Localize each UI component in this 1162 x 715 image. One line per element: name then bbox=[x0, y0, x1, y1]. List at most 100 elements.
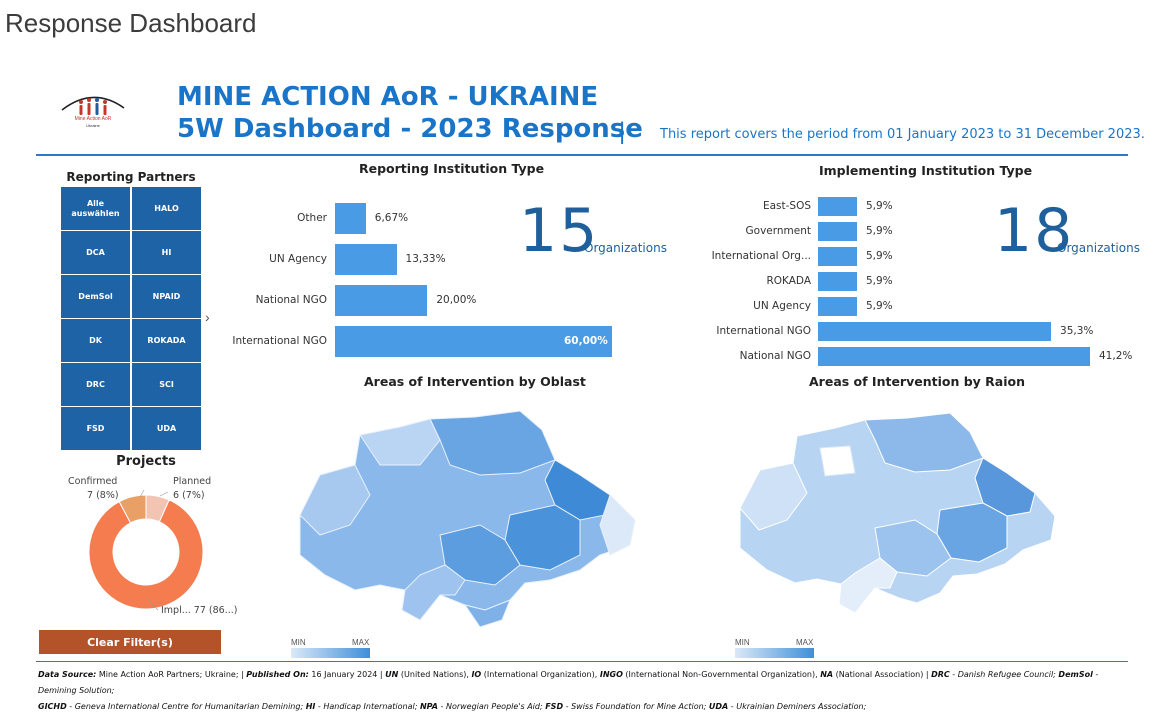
footer-term: UN bbox=[385, 670, 399, 679]
implementing-kpi-number: 18 bbox=[994, 196, 1075, 266]
footer-term: FSD bbox=[545, 702, 564, 711]
bar[interactable] bbox=[335, 285, 428, 316]
footer-term: NPA bbox=[419, 702, 438, 711]
footer-text: 16 January 2024 | bbox=[308, 670, 386, 679]
donut-slice-implemented[interactable] bbox=[88, 499, 204, 610]
implementing-institution-bar-chart: East-SOS 5,9% Government 5,9% International … bbox=[700, 195, 1150, 375]
oblast-map-title: Areas of Intervention by Oblast bbox=[364, 374, 586, 389]
oblast-legend-min: MIN bbox=[291, 638, 306, 647]
footer-text: - Handicap International; bbox=[315, 702, 420, 711]
partner-tile-halo[interactable]: HALO bbox=[132, 187, 201, 230]
bar-value-label: 6,67% bbox=[374, 212, 409, 224]
partner-tile-alle-ausw-hlen[interactable]: Alle auswählen bbox=[61, 187, 130, 230]
dashboard-title: MINE ACTION AoR - UKRAINE bbox=[177, 82, 599, 112]
bar-value-label: 35,3% bbox=[1060, 325, 1094, 337]
partner-tile-hi[interactable]: HI bbox=[132, 231, 201, 274]
bar-value-label: 41,2% bbox=[1099, 350, 1133, 362]
bar[interactable] bbox=[818, 247, 857, 266]
bar[interactable] bbox=[818, 222, 857, 241]
bar-value-label: 13,33% bbox=[405, 253, 446, 265]
oblast-legend-max: MAX bbox=[352, 638, 370, 647]
projects-donut-chart bbox=[88, 489, 204, 611]
bar-category-label: East-SOS bbox=[762, 200, 811, 212]
partner-tile-fsd[interactable]: FSD bbox=[61, 407, 130, 450]
bar-value-label: 20,00% bbox=[436, 294, 477, 306]
bar-value-label: 5,9% bbox=[865, 300, 893, 312]
reporting-institution-bar-chart: Other 6,67% UN Agency 13,33% National NGO 20,… bbox=[220, 195, 640, 365]
page-title: Response Dashboard bbox=[5, 8, 257, 38]
implementing-kpi-label: Organizations bbox=[1057, 241, 1140, 255]
bar[interactable] bbox=[818, 197, 857, 216]
partner-tile-demsol[interactable]: DemSol bbox=[61, 275, 130, 318]
raion-map-title: Areas of Intervention by Raion bbox=[809, 374, 1025, 389]
footer-text: - Geneva International Centre for Humani… bbox=[66, 702, 306, 711]
bar-category-label: National NGO bbox=[739, 350, 811, 362]
donut-slice-confirmed[interactable] bbox=[118, 494, 147, 524]
partner-tile-sci[interactable]: SCI bbox=[132, 363, 201, 406]
footer-text: (International Non-Governmental Organiza… bbox=[622, 670, 821, 679]
donut-label-confirmed: Confirmed bbox=[68, 476, 118, 487]
footer-text: - Swiss Foundation for Mine Action; bbox=[563, 702, 709, 711]
bar-category-label: International NGO bbox=[716, 325, 811, 337]
footer-term: IO bbox=[471, 670, 482, 679]
footer-text: (National Association) | bbox=[833, 670, 932, 679]
partner-tile-dca[interactable]: DCA bbox=[61, 231, 130, 274]
footer-term: HI bbox=[305, 702, 316, 711]
footer-line-2: GICHD - Geneva International Centre for … bbox=[38, 699, 1138, 715]
partner-tile-dk[interactable]: DK bbox=[61, 319, 130, 362]
footer-text: Mine Action AoR Partners; Ukraine; | bbox=[96, 670, 247, 679]
footer-text: - Danish Refugee Council; bbox=[949, 670, 1059, 679]
bar-value-label: 5,9% bbox=[865, 225, 893, 237]
footer-term: Data Source: bbox=[38, 670, 97, 679]
bar-category-label: International NGO bbox=[232, 335, 327, 347]
partner-tile-rokada[interactable]: ROKADA bbox=[132, 319, 201, 362]
footer-term: Published On: bbox=[246, 670, 309, 679]
partner-tile-npaid[interactable]: NPAID bbox=[132, 275, 201, 318]
bar-category-label: International Org... bbox=[711, 250, 811, 262]
partner-tile-drc[interactable]: DRC bbox=[61, 363, 130, 406]
bar[interactable] bbox=[818, 297, 857, 316]
footer-term: DemSol bbox=[1058, 670, 1093, 679]
header-divider bbox=[36, 154, 1128, 156]
footer-text: (International Organization), bbox=[481, 670, 600, 679]
donut-label-implemented: Impl... 77 (86...) bbox=[161, 605, 238, 616]
footer-term: UDA bbox=[708, 702, 729, 711]
bar[interactable] bbox=[335, 326, 612, 357]
footer-term: GICHD bbox=[38, 702, 67, 711]
footer-term: NA bbox=[820, 670, 834, 679]
footer-text: - Demining Solution; bbox=[38, 670, 1099, 695]
partner-tile-uda[interactable]: UDA bbox=[132, 407, 201, 450]
bar-category-label: Other bbox=[297, 212, 327, 224]
clear-filters-button[interactable]: Clear Filter(s) bbox=[39, 630, 221, 654]
bar-value-label: 5,9% bbox=[865, 200, 893, 212]
footer-line-1: Data Source: Mine Action AoR Partners; U… bbox=[38, 667, 1138, 699]
raion-map-legend-gradient bbox=[735, 648, 814, 658]
footer-text: - Ukrainian Deminers Association; bbox=[728, 702, 867, 711]
dashboard-subtitle: 5W Dashboard - 2023 Response bbox=[177, 114, 643, 144]
oblast-map-legend-gradient bbox=[291, 648, 370, 658]
donut-label-planned: Planned bbox=[173, 476, 212, 487]
bar[interactable] bbox=[818, 322, 1052, 341]
reporting-kpi-label: Organizations bbox=[584, 241, 667, 255]
bar[interactable] bbox=[335, 203, 366, 234]
raion-legend-min: MIN bbox=[735, 638, 750, 647]
reporting-partners-title: Reporting Partners bbox=[66, 170, 196, 184]
bar-value-label: 5,9% bbox=[865, 275, 893, 287]
bar-value-label: 60,00% bbox=[564, 335, 608, 347]
bar[interactable] bbox=[818, 347, 1090, 366]
bar[interactable] bbox=[818, 272, 857, 291]
bar-category-label: UN Agency bbox=[753, 300, 811, 312]
bar[interactable] bbox=[335, 244, 397, 275]
slicer-next-arrow[interactable]: › bbox=[205, 309, 210, 325]
bar-category-label: UN Agency bbox=[269, 253, 327, 265]
footer-term: INGO bbox=[599, 670, 623, 679]
bar-category-label: National NGO bbox=[255, 294, 327, 306]
logo-text: Mine Action AoR bbox=[74, 116, 112, 122]
bar-category-label: Government bbox=[745, 225, 811, 237]
logo-subtext: Ukraine bbox=[86, 123, 100, 128]
bar-value-label: 5,9% bbox=[865, 250, 893, 262]
reporting-kpi-number: 15 bbox=[519, 196, 600, 266]
reporting-institution-chart-title: Reporting Institution Type bbox=[359, 161, 545, 176]
report-period: This report covers the period from 01 Ja… bbox=[660, 127, 1145, 142]
donut-value-confirmed: 7 (8%) bbox=[87, 490, 119, 501]
